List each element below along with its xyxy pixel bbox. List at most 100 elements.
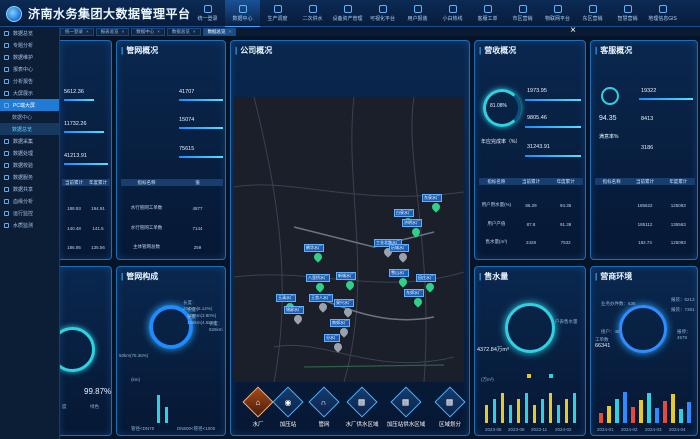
sidebar-item[interactable]: 大屏展示 — [0, 87, 59, 99]
table-row: 用户用水量(%) 86.29 94.36 — [481, 202, 572, 208]
sidebar-item[interactable]: PC端大屏 — [0, 99, 59, 111]
nav-item[interactable]: 地理信息GIS — [645, 0, 680, 27]
pipe-table-header: 指标名称值 — [121, 179, 223, 186]
layer-button[interactable]: ▦ 水厂供水区域 — [344, 385, 380, 435]
nav-item[interactable]: 小白热线 — [435, 0, 470, 27]
stat-value-2: 11732.26 — [64, 121, 87, 127]
tab[interactable]: 数据总览 × — [202, 27, 237, 36]
nav-item[interactable]: 统一登录 — [190, 0, 225, 27]
nav-label: 二次供水 — [302, 16, 323, 22]
tab-close-icon[interactable]: × — [157, 29, 160, 34]
big-label: 50km(75.36%) — [119, 353, 149, 358]
tab-close-icon[interactable]: × — [121, 29, 125, 34]
layer-label: 管网 — [318, 422, 330, 428]
sidebar-item[interactable]: 数据共享 — [0, 183, 59, 195]
sidebar-item-label: 数据总览 — [12, 126, 33, 133]
map-label[interactable]: 鹊华水厂 — [304, 244, 324, 252]
nav-item[interactable]: 用户报装 — [400, 0, 435, 27]
map-label[interactable]: 雪山水厂 — [389, 269, 409, 277]
map-label[interactable]: 白泉水厂 — [394, 209, 414, 217]
layer-button[interactable]: ⌂ 水厂 — [240, 385, 276, 435]
panel-title: 客服概况 — [595, 45, 632, 56]
revenue-panel: 营收概况 81.08% 年应完成率（%） 1973.95 9805.46 312… — [474, 40, 586, 260]
layer-button[interactable]: ∩ 管网 — [306, 385, 342, 435]
map-label[interactable]: 新城水厂 — [336, 272, 356, 280]
map-label[interactable]: 南郊水厂 — [330, 319, 350, 327]
sidebar-item[interactable]: 分析报告 — [0, 75, 59, 87]
pipe-bar-3 — [179, 156, 223, 158]
nav-icon — [483, 5, 492, 13]
sidebar-item[interactable]: 数据总览 — [0, 27, 59, 39]
nav-item[interactable]: 可视化平台 — [365, 0, 400, 27]
sidebar-item[interactable]: 数据总览 — [0, 123, 59, 135]
sidebar-item[interactable]: 报表中心 — [0, 63, 59, 75]
map-label[interactable]: 玉清水厂 — [276, 294, 296, 302]
pipe-bar-1 — [179, 99, 223, 101]
map-label[interactable]: 八里桥水厂 — [306, 274, 330, 282]
menu-icon — [4, 222, 9, 228]
map-label[interactable]: 济明水厂 — [402, 219, 422, 227]
nav-item[interactable]: 生产调度 — [260, 0, 295, 27]
map-label[interactable]: 东郊水厂 — [404, 289, 424, 297]
nav-icon — [413, 5, 422, 13]
nav-icon — [588, 5, 597, 13]
tab-close-icon[interactable]: × — [228, 29, 232, 34]
table-row: 140.48 141.5 — [67, 225, 104, 231]
nav-label: 统一登录 — [197, 16, 218, 22]
sidebar-item[interactable]: 数据中心 — [0, 111, 59, 123]
tab-close-icon[interactable]: × — [192, 29, 196, 34]
x-tick: 2024-02 — [555, 427, 572, 432]
nav-item[interactable]: 东区营销 — [575, 0, 610, 27]
sidebar-item[interactable]: 数据服务 — [0, 171, 59, 183]
tab[interactable]: 数据中心 × — [131, 27, 165, 36]
sidebar-item-label: 血缘分析 — [13, 198, 34, 205]
map-label[interactable]: 工业北路水厂 — [374, 239, 402, 247]
cs-value-2: 94.35 — [599, 115, 617, 122]
map[interactable]: 东泉水厂 白泉水厂济明水厂鹊华水厂 工业北路水厂 历城水厂八里桥水厂 新城水厂玉清水厂 王… — [234, 97, 464, 382]
nav-item[interactable]: 物联网平台 — [540, 0, 575, 27]
layer-icon: ⌂ — [242, 386, 274, 418]
revenue-value-3: 31243.91 — [527, 144, 550, 150]
layer-button[interactable]: ◉ 加压站 — [270, 385, 306, 435]
nav-item[interactable]: 客服工单 — [470, 0, 505, 27]
water-sales-panel: 售水量 户表售水量 4372.84万m³ (万m³) 2023-05 2023-… — [474, 266, 586, 436]
tab[interactable]: 报表总览 × — [95, 27, 130, 36]
sidebar-item[interactable]: 运行监控 — [0, 207, 59, 219]
tab[interactable]: 统一登录 × — [60, 27, 94, 36]
sidebar-item[interactable]: 数据维护 — [0, 51, 59, 63]
close-icon[interactable]: × — [570, 25, 576, 36]
map-label[interactable]: 东泉水厂 — [422, 194, 442, 202]
bar — [165, 407, 168, 423]
layer-button[interactable]: ▦ 加压站供水区域 — [387, 385, 425, 435]
bar — [525, 393, 528, 423]
business-count: 业务办件数：636 — [601, 301, 636, 306]
nav-item[interactable]: 二次供水 — [295, 0, 330, 27]
sidebar-item-label: 大屏展示 — [13, 90, 34, 97]
nav-item[interactable]: 智慧营销 — [610, 0, 645, 27]
sidebar-item[interactable]: 水质监测 — [0, 219, 59, 231]
workorder-label: 工单数 — [595, 337, 609, 342]
map-label[interactable]: 分水厂 — [324, 334, 340, 342]
menu-icon — [4, 174, 9, 180]
sidebar-item[interactable]: 数据采集 — [0, 135, 59, 147]
sidebar-item[interactable]: 数据校验 — [0, 159, 59, 171]
sidebar-item[interactable]: 血缘分析 — [0, 195, 59, 207]
left-bottom-panel: 99.87% 绿色 度 — [60, 266, 112, 436]
cs-bar-1 — [639, 98, 693, 100]
nav-item[interactable]: 设备资产管理 — [330, 0, 365, 27]
map-label[interactable]: 历城水厂 — [389, 244, 409, 252]
sidebar-item-label: 数据维护 — [13, 54, 34, 61]
map-label[interactable]: 泉兴水厂 — [334, 299, 354, 307]
layer-button[interactable]: ▦ 区域划分 — [432, 385, 468, 435]
nav-item[interactable]: 市区营销 — [505, 0, 540, 27]
sidebar-item[interactable]: 专题分析 — [0, 39, 59, 51]
bar — [663, 401, 667, 423]
map-label[interactable]: 王舍人水厂 — [309, 294, 333, 302]
nav-item[interactable]: 数据中心 — [225, 0, 260, 27]
nav-label: 智慧营销 — [617, 16, 638, 22]
sidebar-item[interactable]: 数据处理 — [0, 147, 59, 159]
tab-close-icon[interactable]: × — [86, 29, 89, 34]
tab[interactable]: 数据总览 × — [166, 27, 201, 36]
map-label[interactable]: 锦屏水厂 — [284, 306, 304, 314]
map-label[interactable]: 田庄水厂 — [416, 274, 436, 282]
